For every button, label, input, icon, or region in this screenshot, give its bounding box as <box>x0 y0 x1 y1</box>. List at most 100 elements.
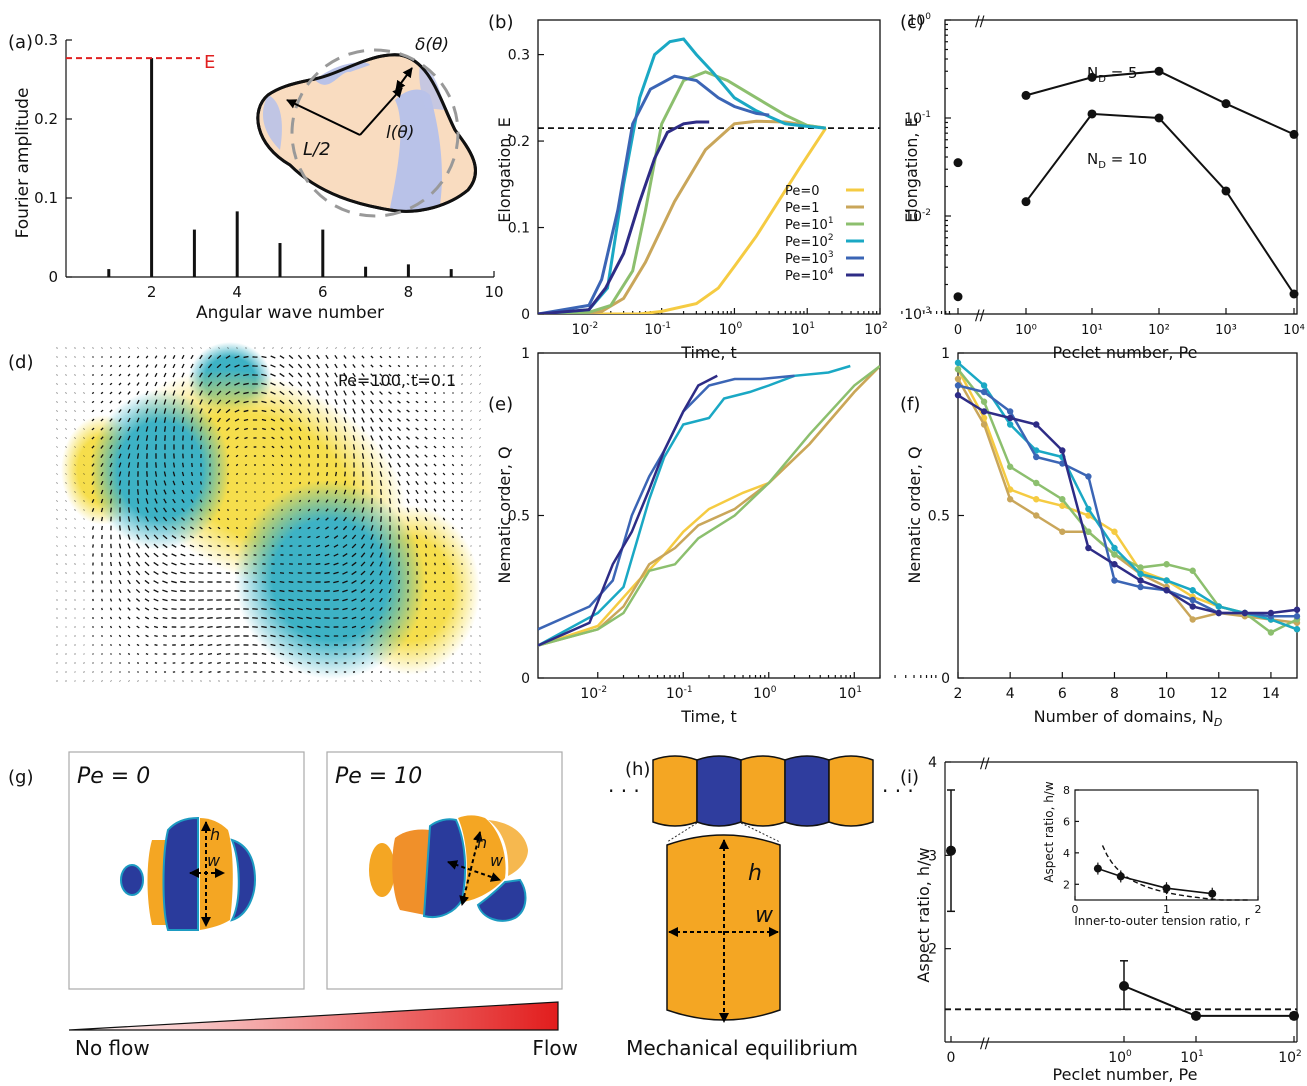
flow-vector <box>424 553 428 557</box>
y-tick-label: 100 <box>907 12 931 29</box>
flow-vector <box>261 616 267 620</box>
flow-vector <box>333 589 339 593</box>
flow-vector <box>451 436 455 440</box>
x-tick-label: 4 <box>1006 686 1015 702</box>
flow-vector <box>127 382 131 386</box>
flow-vector <box>127 625 131 629</box>
data-point <box>1085 512 1092 519</box>
y-tick-label: 0.3 <box>34 31 58 49</box>
flow-vector <box>110 662 112 664</box>
flow-vector <box>342 534 348 540</box>
flow-vector <box>433 472 437 476</box>
flow-vector <box>424 445 428 449</box>
flow-vector <box>198 553 204 557</box>
flow-vector <box>316 408 320 414</box>
flow-vector <box>216 408 222 414</box>
data-point <box>1087 72 1097 82</box>
flow-vector <box>181 399 185 405</box>
flow-vector <box>369 597 375 603</box>
flow-vector <box>397 364 401 368</box>
flow-vector <box>351 525 357 531</box>
flow-vector <box>127 552 131 558</box>
flow-vector <box>261 643 267 647</box>
flow-vector <box>163 408 167 414</box>
flow-vector <box>379 462 383 468</box>
flow-vector <box>397 643 401 647</box>
flow-vector <box>261 364 267 368</box>
flow-vector <box>442 535 446 539</box>
flow-vector <box>226 508 230 512</box>
flow-vector <box>397 498 401 504</box>
data-point <box>1163 561 1170 568</box>
flow-vector <box>207 363 213 369</box>
flow-vector <box>370 516 374 522</box>
flow-vector <box>288 598 294 602</box>
x-tick-label: 100 <box>719 321 743 338</box>
flow-vector <box>379 391 383 395</box>
data-point <box>1006 496 1014 503</box>
annot-nd5: ND = 5 <box>1087 64 1138 85</box>
flow-vector <box>181 480 185 486</box>
y-tick-label: 0 <box>941 671 950 687</box>
flow-vector <box>118 426 122 432</box>
flow-vector <box>279 625 285 629</box>
flow-vector <box>118 579 122 585</box>
flow-vector <box>325 481 329 485</box>
flow-vector <box>416 553 418 557</box>
flow-vector <box>235 545 239 547</box>
flow-vector <box>154 381 158 387</box>
flow-vector <box>397 579 401 585</box>
flow-vector <box>316 390 320 396</box>
flow-vector <box>225 399 231 405</box>
flow-vector <box>144 561 150 567</box>
flow-vector <box>163 507 167 513</box>
flow-vector <box>360 543 366 549</box>
flow-vector <box>388 453 392 459</box>
flow-vector <box>234 409 240 413</box>
flow-vector <box>271 670 275 674</box>
g-right-w: w <box>490 851 504 870</box>
flow-vector <box>91 400 95 404</box>
flow-vector <box>343 480 347 486</box>
flow-vector <box>325 372 329 378</box>
data-point <box>1033 512 1040 519</box>
data-point <box>1189 567 1196 574</box>
flow-vector <box>163 381 167 387</box>
flow-vector <box>109 616 113 620</box>
flow-vector <box>370 364 374 368</box>
data-point <box>1215 603 1222 610</box>
flow-vector <box>127 525 131 531</box>
flow-vector <box>91 472 95 476</box>
flow-vector <box>208 544 212 548</box>
flow-vector <box>279 643 285 647</box>
flow-vector <box>424 454 428 458</box>
flow-vector <box>236 482 238 484</box>
panel-label-i: (i) <box>900 767 919 788</box>
flow-vector <box>461 535 463 539</box>
flow-vector <box>144 570 150 576</box>
flow-vector <box>181 471 185 477</box>
flow-vector <box>199 490 203 494</box>
flow-vector <box>361 534 365 540</box>
flow-vector <box>388 444 392 450</box>
flow-vector <box>172 426 176 432</box>
flow-vector <box>425 562 427 566</box>
flow-vector <box>342 616 348 620</box>
flow-vector <box>153 525 159 531</box>
flow-vector <box>127 444 131 450</box>
flow-vector <box>109 589 113 593</box>
flow-vector <box>379 661 383 665</box>
flow-vector <box>190 662 194 664</box>
flow-vector <box>333 526 339 530</box>
flow-vector <box>181 417 185 423</box>
data-point <box>1111 544 1118 552</box>
flow-vector <box>443 392 445 394</box>
flow-vector <box>191 435 193 441</box>
panel-d: (d) Pe=100, t=0.1 <box>8 342 481 682</box>
flow-vector <box>397 570 401 576</box>
h-caption: Mechanical equilibrium <box>626 1036 858 1060</box>
flow-vector <box>424 499 428 503</box>
flow-vector <box>288 363 294 369</box>
flow-vector <box>433 392 437 394</box>
flow-vector <box>334 498 338 504</box>
